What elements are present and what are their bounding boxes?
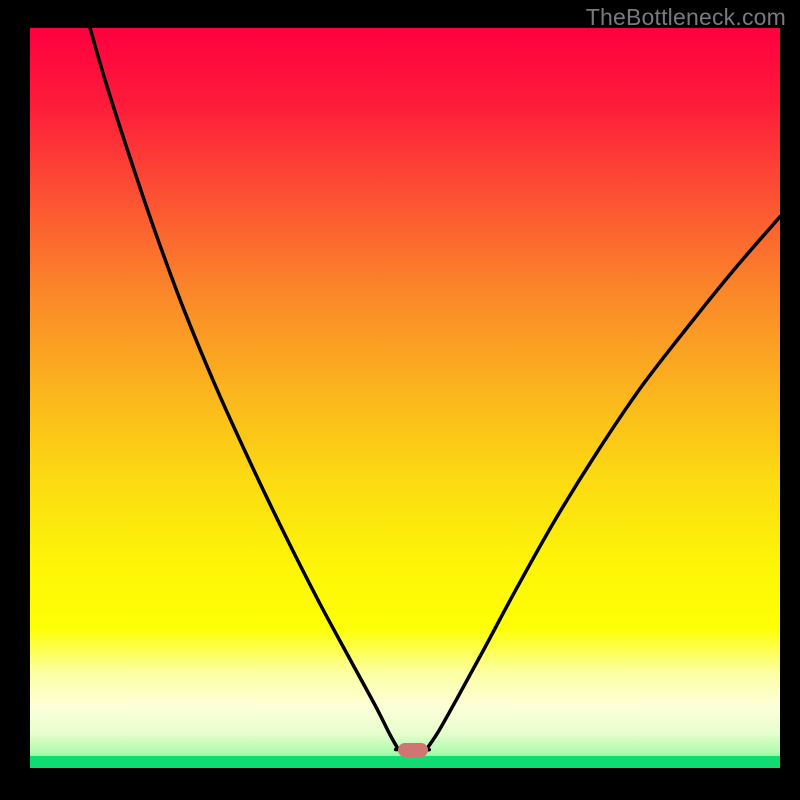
plot-area [30,28,780,768]
plot-wrap [30,28,780,768]
bottleneck-curve [30,28,780,768]
watermark-text: TheBottleneck.com [586,4,786,31]
chart-container: TheBottleneck.com [0,0,800,800]
optimal-marker [398,743,428,757]
